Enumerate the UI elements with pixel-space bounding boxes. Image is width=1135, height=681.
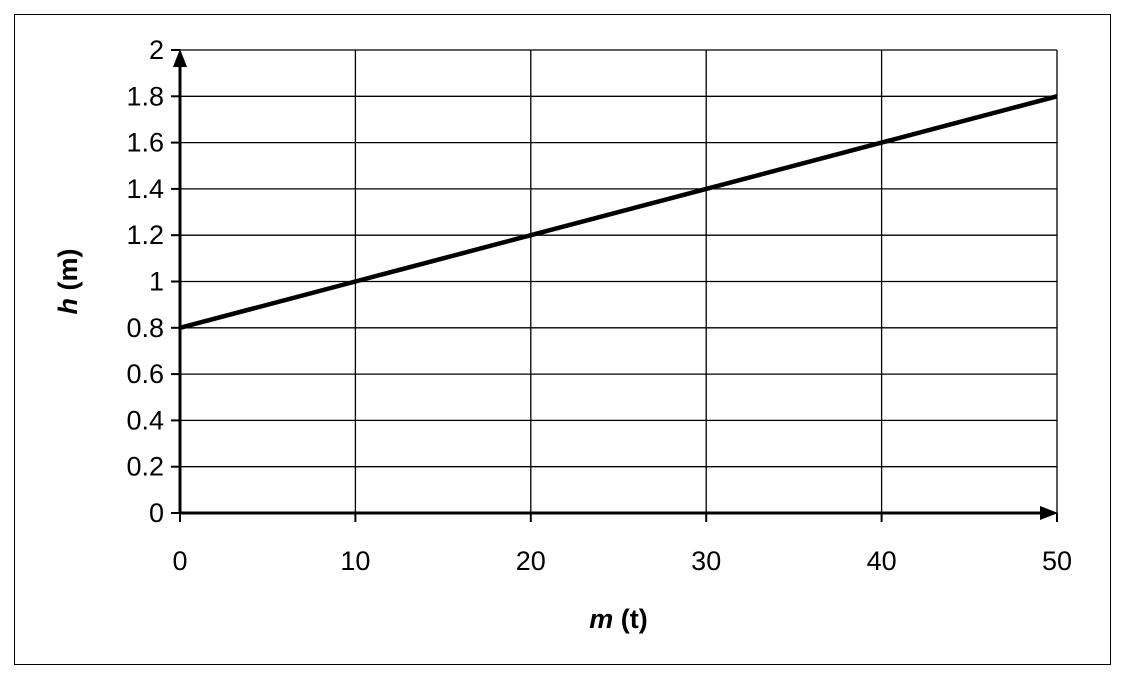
ticks: 00.20.40.60.811.21.41.61.820 10 20 30 40 50 (126, 35, 1072, 576)
series-group (179, 94, 1058, 330)
x-axis-variable: m (589, 604, 613, 634)
x-axis-unit: (t) (613, 604, 647, 634)
x-tick-label-1: 10 (340, 546, 370, 576)
x-tick-label-3: 30 (691, 546, 721, 576)
x-tick-label-5: 50 (1042, 546, 1072, 576)
x-tick-label-0: 0 (172, 546, 187, 576)
series-line-0 (179, 94, 1058, 330)
y-tick-label-9: 1.8 (126, 81, 164, 111)
y-tick-label-10: 2 (149, 35, 164, 65)
y-axis-variable: h (53, 298, 83, 315)
y-axis-unit: (m) (53, 249, 83, 299)
y-tick-label-6: 1.2 (126, 220, 164, 250)
y-tick-label-1: 0.2 (126, 452, 164, 482)
y-tick-label-7: 1.4 (126, 174, 164, 204)
y-tick-label-2: 0.4 (126, 405, 164, 435)
x-axis-title: m (t) (589, 604, 648, 634)
y-tick-label-4: 0.8 (126, 313, 164, 343)
x-axis-arrowhead (1040, 506, 1058, 520)
grid (180, 49, 1058, 513)
y-tick-label-5: 1 (149, 267, 164, 297)
y-axis-title: h (m) (53, 249, 83, 315)
y-tick-label-3: 0.6 (126, 359, 164, 389)
y-tick-label-0: 0 (149, 498, 164, 528)
axes (173, 49, 1058, 520)
y-tick-label-8: 1.6 (126, 128, 164, 158)
chart-frame (14, 14, 1111, 665)
x-tick-label-2: 20 (516, 546, 546, 576)
y-axis-arrowhead (173, 49, 187, 67)
x-tick-label-4: 40 (867, 546, 897, 576)
